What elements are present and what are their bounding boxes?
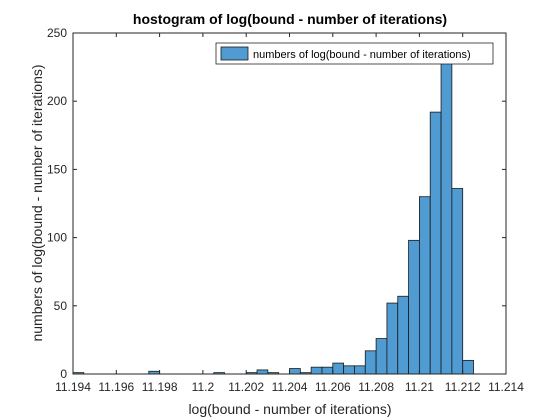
x-tick-label: 11.214 xyxy=(488,380,524,394)
histogram-bar xyxy=(418,196,431,375)
histogram-bar xyxy=(397,295,409,375)
axes-box xyxy=(72,32,507,375)
y-tick-label: 100 xyxy=(47,231,67,245)
x-tick-label: 11.21 xyxy=(405,380,434,394)
x-tick-label: 11.202 xyxy=(228,380,264,394)
y-axis-ticks: 0 50 100 150 200 250 xyxy=(47,26,506,381)
legend-box xyxy=(215,42,494,65)
x-tick-label: 11.2 xyxy=(192,380,215,394)
histogram-bar xyxy=(343,365,355,375)
x-tick-label: 11.196 xyxy=(98,380,134,394)
histogram-bar xyxy=(364,350,377,375)
y-tick-label: 0 xyxy=(60,367,67,381)
histogram-bar xyxy=(462,359,474,375)
histogram-bar xyxy=(321,366,334,375)
histogram-bar xyxy=(332,362,345,375)
histogram-bar xyxy=(440,62,453,375)
legend: numbers of log(bound - number of iterati… xyxy=(215,42,494,65)
y-axis-label: numbers of log(bound - number of iterati… xyxy=(29,64,45,341)
x-tick-label: 11.204 xyxy=(272,380,308,394)
histogram-bar xyxy=(386,302,399,375)
histogram-bar xyxy=(256,369,269,375)
histogram-bar xyxy=(289,368,301,375)
y-tick-label: 150 xyxy=(47,162,67,176)
histogram-bar xyxy=(451,188,464,375)
y-tick-label: 250 xyxy=(47,26,67,40)
y-tick-label: 200 xyxy=(47,94,67,108)
histogram-bar xyxy=(375,338,388,375)
x-axis-label: log(bound - number of iterations) xyxy=(188,401,391,417)
histogram-bar xyxy=(429,111,442,375)
chart-title: hostogram of log(bound - number of itera… xyxy=(133,11,447,27)
y-tick-label: 50 xyxy=(54,299,68,313)
axes: 11.194 11.196 11.198 11.2 11.202 11.204 11.206… xyxy=(47,26,524,394)
histogram-bar xyxy=(408,239,420,375)
x-tick-label: 11.198 xyxy=(142,380,178,394)
x-tick-label: 11.194 xyxy=(55,380,91,394)
legend-label: numbers of log(bound - number of iterati… xyxy=(253,49,471,61)
x-tick-label: 11.212 xyxy=(445,380,481,394)
legend-swatch xyxy=(220,46,249,61)
histogram-bar xyxy=(354,365,366,375)
x-tick-label: 11.206 xyxy=(315,380,351,394)
x-axis-ticks: 11.194 11.196 11.198 11.2 11.202 11.204 11.206… xyxy=(55,33,524,394)
x-tick-label: 11.208 xyxy=(358,380,394,394)
histogram-bar xyxy=(310,366,323,375)
